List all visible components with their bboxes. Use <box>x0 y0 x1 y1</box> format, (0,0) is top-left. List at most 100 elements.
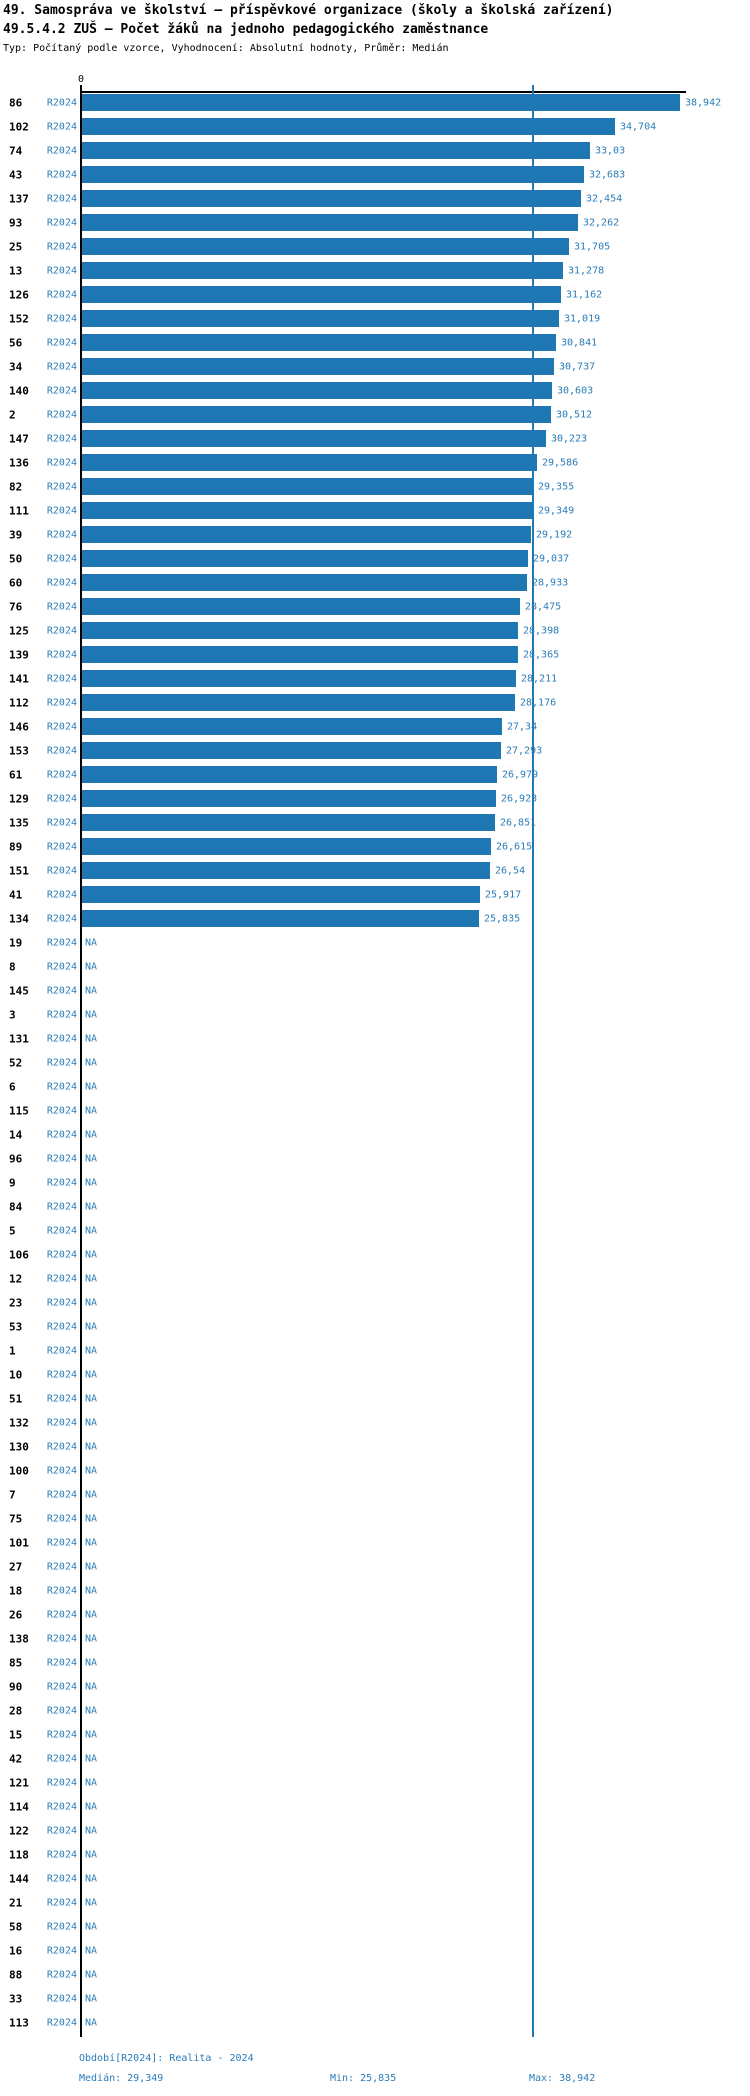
value-bar[interactable] <box>82 550 528 567</box>
value-bar[interactable] <box>82 190 581 207</box>
value-bar[interactable] <box>82 334 556 351</box>
row-period-label: R2024 <box>46 241 77 252</box>
value-bar[interactable] <box>82 838 491 855</box>
row-period-label: R2024 <box>46 121 77 132</box>
row-period-label: R2024 <box>46 601 77 612</box>
bar-value-label: 30,603 <box>557 385 594 396</box>
bar-row: 101 R2024 NA <box>0 1534 750 1551</box>
row-id-label: 130 <box>9 1440 29 1453</box>
na-label: NA <box>85 1633 98 1644</box>
value-bar[interactable] <box>82 118 615 135</box>
bar-row: 18 R2024 NA <box>0 1582 750 1599</box>
bar-row: 84 R2024 NA <box>0 1198 750 1215</box>
bar-row: 2 R2024 30,512 <box>0 406 750 423</box>
row-id-label: 26 <box>9 1608 23 1621</box>
value-bar[interactable] <box>82 526 531 543</box>
bar-row: 15 R2024 NA <box>0 1726 750 1743</box>
row-period-label: R2024 <box>46 1417 77 1428</box>
value-bar[interactable] <box>82 910 479 927</box>
row-id-label: 42 <box>9 1752 23 1765</box>
row-id-label: 76 <box>9 600 23 613</box>
value-bar[interactable] <box>82 286 561 303</box>
row-id-label: 138 <box>9 1632 29 1645</box>
value-bar[interactable] <box>82 430 546 447</box>
row-id-label: 137 <box>9 192 29 205</box>
row-period-label: R2024 <box>46 841 77 852</box>
value-bar[interactable] <box>82 166 584 183</box>
na-label: NA <box>85 1729 98 1740</box>
value-bar[interactable] <box>82 790 496 807</box>
row-period-label: R2024 <box>46 937 77 948</box>
row-id-label: 7 <box>9 1488 16 1501</box>
na-label: NA <box>85 1297 98 1308</box>
na-label: NA <box>85 1129 98 1140</box>
value-bar[interactable] <box>82 262 563 279</box>
na-label: NA <box>85 2017 98 2028</box>
bar-row: 144 R2024 NA <box>0 1870 750 1887</box>
bar-row: 50 R2024 29,037 <box>0 550 750 567</box>
row-id-label: 53 <box>9 1320 23 1333</box>
value-bar[interactable] <box>82 622 518 639</box>
value-bar[interactable] <box>82 766 497 783</box>
bar-value-label: 28,211 <box>521 673 558 684</box>
value-bar[interactable] <box>82 142 590 159</box>
na-label: NA <box>85 1273 98 1284</box>
bar-value-label: 25,917 <box>485 889 522 900</box>
value-bar[interactable] <box>82 742 501 759</box>
bar-value-label: 30,512 <box>556 409 593 420</box>
value-bar[interactable] <box>82 646 518 663</box>
bar-value-label: 30,737 <box>559 361 596 372</box>
na-label: NA <box>85 1105 98 1116</box>
value-bar[interactable] <box>82 310 559 327</box>
value-bar[interactable] <box>82 406 551 423</box>
value-bar[interactable] <box>82 670 516 687</box>
value-bar[interactable] <box>82 886 480 903</box>
row-period-label: R2024 <box>46 265 77 276</box>
row-period-label: R2024 <box>46 1297 77 1308</box>
na-label: NA <box>85 1033 98 1044</box>
bar-row: 27 R2024 NA <box>0 1558 750 1575</box>
value-bar[interactable] <box>82 478 533 495</box>
row-id-label: 129 <box>9 792 29 805</box>
bar-row: 151 R2024 26,54 <box>0 862 750 879</box>
value-bar[interactable] <box>82 214 578 231</box>
row-id-label: 56 <box>9 336 23 349</box>
page-title: 49. Samospráva ve školství – příspěvkové… <box>3 3 614 18</box>
row-period-label: R2024 <box>46 505 77 516</box>
value-bar[interactable] <box>82 358 554 375</box>
value-bar[interactable] <box>82 718 502 735</box>
na-label: NA <box>85 1801 98 1812</box>
row-period-label: R2024 <box>46 1081 77 1092</box>
row-id-label: 146 <box>9 720 29 733</box>
value-bar[interactable] <box>82 574 527 591</box>
bar-row: 129 R2024 26,923 <box>0 790 750 807</box>
row-period-label: R2024 <box>46 913 77 924</box>
row-id-label: 16 <box>9 1944 23 1957</box>
bar-row: 114 R2024 NA <box>0 1798 750 1815</box>
value-bar[interactable] <box>82 94 680 111</box>
na-label: NA <box>85 1009 98 1020</box>
na-label: NA <box>85 1945 98 1956</box>
value-bar[interactable] <box>82 454 537 471</box>
value-bar[interactable] <box>82 382 552 399</box>
bar-value-label: 26,923 <box>501 793 538 804</box>
value-bar[interactable] <box>82 238 569 255</box>
bar-row: 111 R2024 29,349 <box>0 502 750 519</box>
value-bar[interactable] <box>82 502 533 519</box>
bar-row: 138 R2024 NA <box>0 1630 750 1647</box>
na-label: NA <box>85 961 98 972</box>
value-bar[interactable] <box>82 862 490 879</box>
bar-row: 19 R2024 NA <box>0 934 750 951</box>
row-period-label: R2024 <box>46 1681 77 1692</box>
value-bar[interactable] <box>82 694 515 711</box>
value-bar[interactable] <box>82 598 520 615</box>
footer-max-label: Max: 38,942 <box>529 2073 596 2084</box>
na-label: NA <box>85 1657 98 1668</box>
row-period-label: R2024 <box>46 1057 77 1068</box>
na-label: NA <box>85 1153 98 1164</box>
value-bar[interactable] <box>82 814 495 831</box>
footer-period-label: Období[R2024]: Realita - 2024 <box>79 2053 254 2064</box>
bar-row: 93 R2024 32,262 <box>0 214 750 231</box>
row-period-label: R2024 <box>46 1393 77 1404</box>
bar-row: 75 R2024 NA <box>0 1510 750 1527</box>
